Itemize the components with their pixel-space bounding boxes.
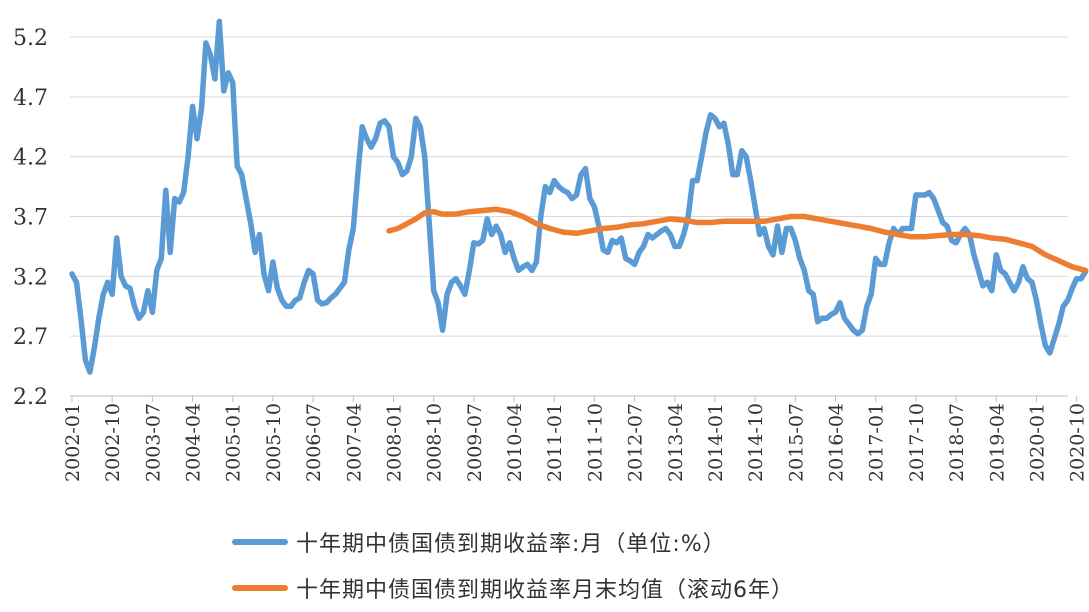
x-tick-label: 2007-04: [343, 403, 365, 482]
legend-item-monthly-yield: 十年期中债国债到期收益率:月（单位:%）: [232, 526, 726, 558]
x-tick-label: 2013-04: [665, 403, 687, 482]
legend-item-rolling-average: 十年期中债国债到期收益率月末均值（滚动6年）: [232, 572, 794, 604]
legend-label-monthly-yield: 十年期中债国债到期收益率:月（单位:%）: [296, 532, 726, 557]
x-tick-label: 2020-10: [1067, 403, 1089, 482]
x-tick-label: 2011-01: [544, 403, 566, 482]
x-tick-label: 2014-01: [705, 403, 727, 482]
x-tick-label: 2014-10: [745, 403, 767, 482]
x-tick-label: 2010-04: [504, 403, 526, 482]
x-tick-label: 2008-10: [424, 403, 446, 482]
y-axis-tick-labels: 2.2 2.7 3.2 3.7 4.2 4.7 5.2: [13, 26, 48, 410]
x-axis-tick-labels: 2002-01 2002-10 2003-07 2004-04 2005-01 2005-…: [62, 396, 1089, 482]
x-tick-label: 2020-01: [1026, 403, 1048, 482]
x-tick-label: 2017-01: [866, 403, 888, 482]
x-tick-label: 2003-07: [142, 403, 164, 482]
y-tick-label: 3.7: [13, 206, 48, 231]
y-tick-label: 5.2: [13, 26, 48, 51]
y-tick-label: 2.7: [13, 325, 48, 350]
legend-swatch-blue: [232, 539, 288, 545]
x-tick-label: 2017-10: [906, 403, 928, 482]
x-tick-label: 2006-07: [303, 403, 325, 482]
series-line-monthly-yield: [69, 18, 1089, 375]
gridlines: [70, 36, 1068, 337]
y-tick-label: 2.2: [13, 385, 48, 410]
x-tick-label: 2004-04: [183, 403, 205, 482]
y-tick-label: 4.7: [13, 86, 48, 111]
x-tick-label: 2009-07: [464, 403, 486, 482]
y-tick-label: 3.2: [13, 265, 48, 290]
series-lines: [69, 18, 1089, 375]
x-tick-label: 2016-04: [826, 403, 848, 482]
series-line-rolling-average: [386, 206, 1089, 274]
x-tick-label: 2002-01: [62, 403, 84, 482]
legend-label-rolling-average: 十年期中债国债到期收益率月末均值（滚动6年）: [296, 578, 794, 603]
legend-swatch-orange: [232, 585, 288, 591]
x-tick-label: 2005-10: [263, 403, 285, 482]
x-tick-label: 2011-10: [584, 403, 606, 482]
x-tick-label: 2019-04: [986, 403, 1008, 482]
y-tick-label: 4.2: [13, 146, 48, 171]
x-tick-label: 2008-01: [383, 403, 405, 482]
x-tick-label: 2002-10: [102, 403, 124, 482]
x-tick-label: 2018-07: [946, 403, 968, 482]
x-tick-label: 2005-01: [223, 403, 245, 482]
x-tick-label: 2015-07: [785, 403, 807, 482]
x-tick-label: 2012-07: [625, 403, 647, 482]
